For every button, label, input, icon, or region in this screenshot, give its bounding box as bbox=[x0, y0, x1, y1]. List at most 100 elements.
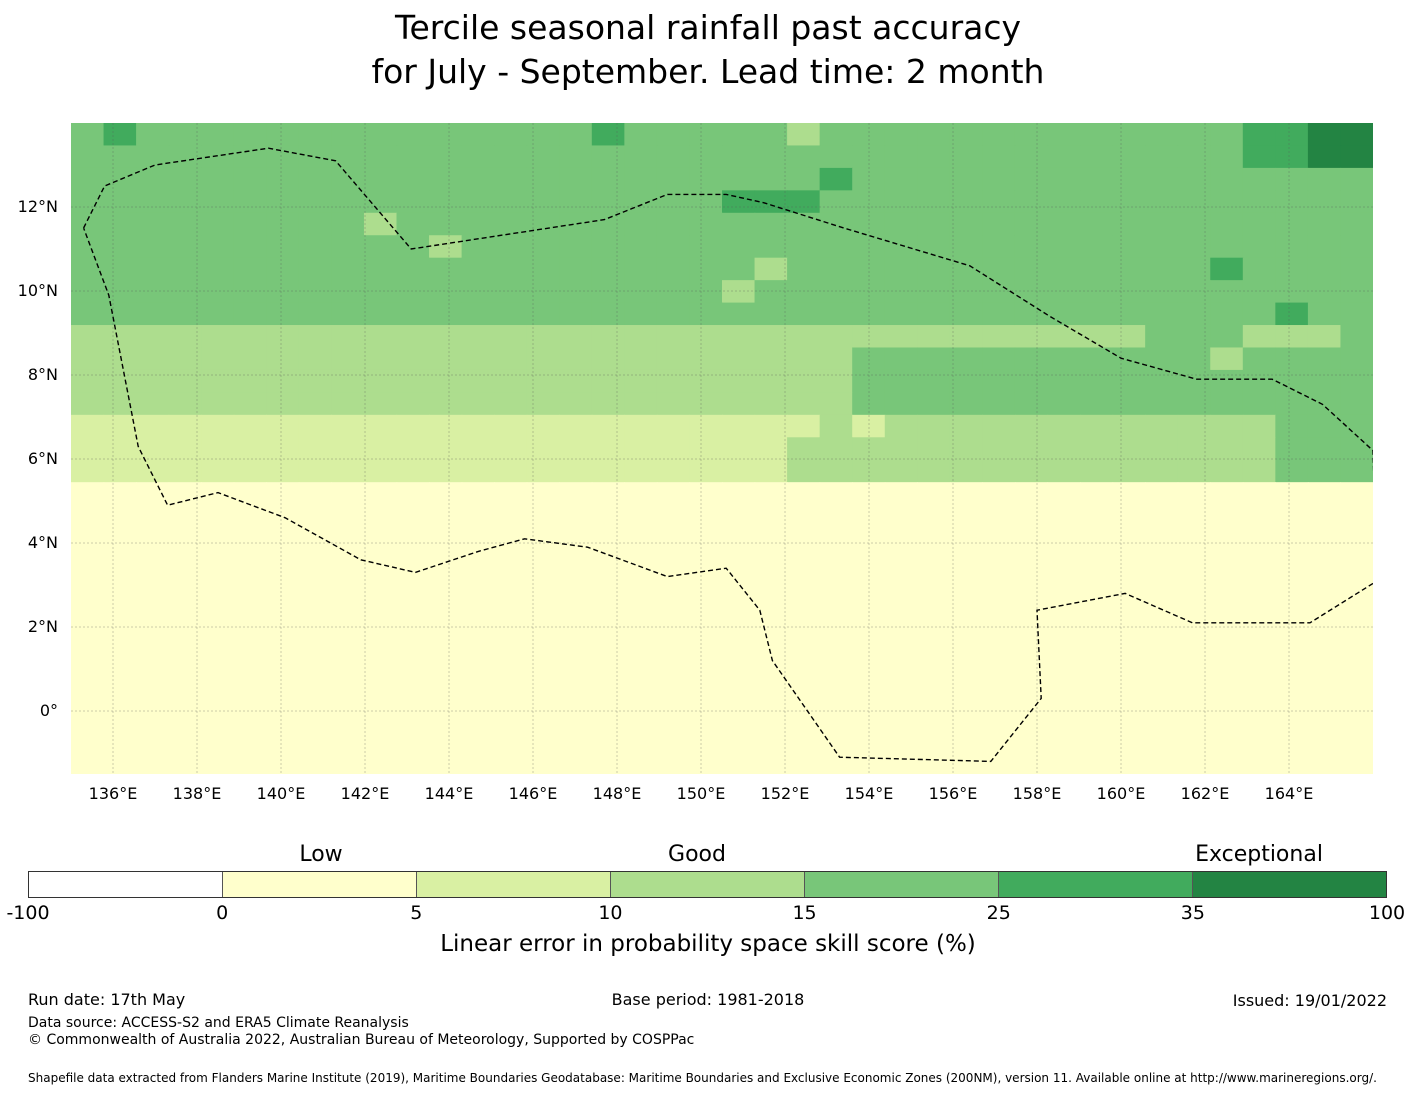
grid-cell bbox=[526, 482, 560, 506]
grid-cell bbox=[1145, 459, 1179, 483]
grid-cell bbox=[949, 145, 983, 169]
grid-cell bbox=[1275, 235, 1309, 259]
grid-cell bbox=[1080, 325, 1114, 349]
grid-cell bbox=[1112, 325, 1146, 349]
grid-cell bbox=[168, 414, 202, 438]
grid-cell bbox=[168, 504, 202, 528]
grid-cell bbox=[949, 392, 983, 416]
grid-cell bbox=[819, 459, 853, 483]
grid-cell bbox=[201, 527, 235, 551]
grid-cell bbox=[559, 549, 593, 573]
grid-cell bbox=[1177, 482, 1211, 506]
grid-cell bbox=[1275, 302, 1309, 326]
grid-cell bbox=[1047, 257, 1081, 281]
grid-cell bbox=[1340, 482, 1373, 506]
grid-cell bbox=[1340, 123, 1373, 147]
grid-cell bbox=[1047, 325, 1081, 349]
grid-cell bbox=[1145, 280, 1179, 304]
grid-cell bbox=[754, 459, 788, 483]
grid-cell bbox=[136, 347, 170, 371]
grid-cell bbox=[429, 414, 463, 438]
grid-cell bbox=[1112, 190, 1146, 214]
grid-cell bbox=[1047, 347, 1081, 371]
grid-cell bbox=[787, 392, 821, 416]
grid-cell bbox=[1340, 392, 1373, 416]
grid-cell bbox=[722, 482, 756, 506]
grid-cell bbox=[689, 527, 723, 551]
grid-cell bbox=[787, 482, 821, 506]
grid-cell bbox=[656, 257, 691, 281]
grid-cell bbox=[298, 123, 332, 147]
grid-cell bbox=[298, 459, 332, 483]
grid-cell bbox=[1112, 706, 1146, 730]
grid-cell bbox=[1210, 369, 1244, 393]
grid-cell bbox=[917, 661, 951, 685]
grid-cell bbox=[787, 751, 821, 774]
base-period: Base period: 1981-2018 bbox=[611, 990, 805, 1009]
grid-cell bbox=[722, 414, 756, 438]
grid-cell bbox=[526, 235, 560, 259]
grid-cell bbox=[1080, 504, 1114, 528]
grid-cell bbox=[1340, 504, 1373, 528]
grid-cell bbox=[624, 369, 658, 393]
grid-cell bbox=[461, 684, 495, 708]
grid-cell bbox=[233, 325, 267, 349]
grid-cell bbox=[429, 616, 463, 640]
grid-cell bbox=[1242, 167, 1276, 191]
grid-cell bbox=[331, 347, 365, 371]
grid-cell bbox=[1177, 123, 1211, 147]
grid-cell bbox=[787, 123, 821, 147]
grid-cell bbox=[1047, 302, 1081, 326]
grid-cell bbox=[201, 504, 235, 528]
grid-cell bbox=[201, 325, 235, 349]
grid-cell bbox=[71, 549, 105, 573]
grid-cell bbox=[461, 437, 495, 461]
grid-cell bbox=[233, 549, 267, 573]
grid-cell bbox=[1014, 325, 1049, 349]
grid-cell bbox=[982, 437, 1016, 461]
grid-cell bbox=[233, 706, 267, 730]
grid-cell bbox=[559, 639, 593, 663]
grid-cell bbox=[1014, 571, 1049, 596]
grid-cell bbox=[1177, 167, 1211, 191]
grid-cell bbox=[233, 212, 267, 236]
grid-cell bbox=[722, 639, 756, 663]
grid-cell bbox=[1307, 684, 1342, 708]
grid-cell bbox=[624, 123, 658, 147]
grid-cell bbox=[1242, 639, 1276, 663]
grid-cell bbox=[917, 347, 951, 371]
grid-cell bbox=[233, 167, 267, 191]
grid-cell bbox=[201, 549, 235, 573]
grid-cell bbox=[949, 347, 983, 371]
grid-cell bbox=[949, 459, 983, 483]
grid-cell bbox=[852, 257, 886, 281]
grid-cell bbox=[331, 616, 365, 640]
grid-cell bbox=[754, 302, 788, 326]
grid-cell bbox=[201, 684, 235, 708]
grid-cell bbox=[429, 392, 463, 416]
grid-cell bbox=[1242, 414, 1276, 438]
grid-cell bbox=[982, 639, 1016, 663]
grid-cell bbox=[233, 729, 267, 753]
grid-cell bbox=[494, 280, 528, 304]
grid-cell bbox=[884, 123, 918, 147]
grid-cell bbox=[103, 639, 137, 663]
grid-cell bbox=[71, 437, 105, 461]
grid-cell bbox=[429, 527, 463, 551]
grid-cell bbox=[591, 437, 625, 461]
grid-cell bbox=[917, 751, 951, 774]
grid-cell bbox=[526, 437, 560, 461]
grid-cell bbox=[917, 729, 951, 753]
grid-cell bbox=[656, 392, 691, 416]
grid-cell bbox=[1307, 167, 1342, 191]
grid-cell bbox=[819, 123, 853, 147]
grid-cell bbox=[201, 729, 235, 753]
grid-cell bbox=[331, 302, 365, 326]
grid-cell bbox=[982, 706, 1016, 730]
grid-cell bbox=[331, 212, 365, 236]
grid-cell bbox=[429, 549, 463, 573]
grid-cell bbox=[526, 280, 560, 304]
grid-cell bbox=[396, 437, 430, 461]
grid-cell bbox=[1177, 325, 1211, 349]
grid-cell bbox=[298, 527, 332, 551]
